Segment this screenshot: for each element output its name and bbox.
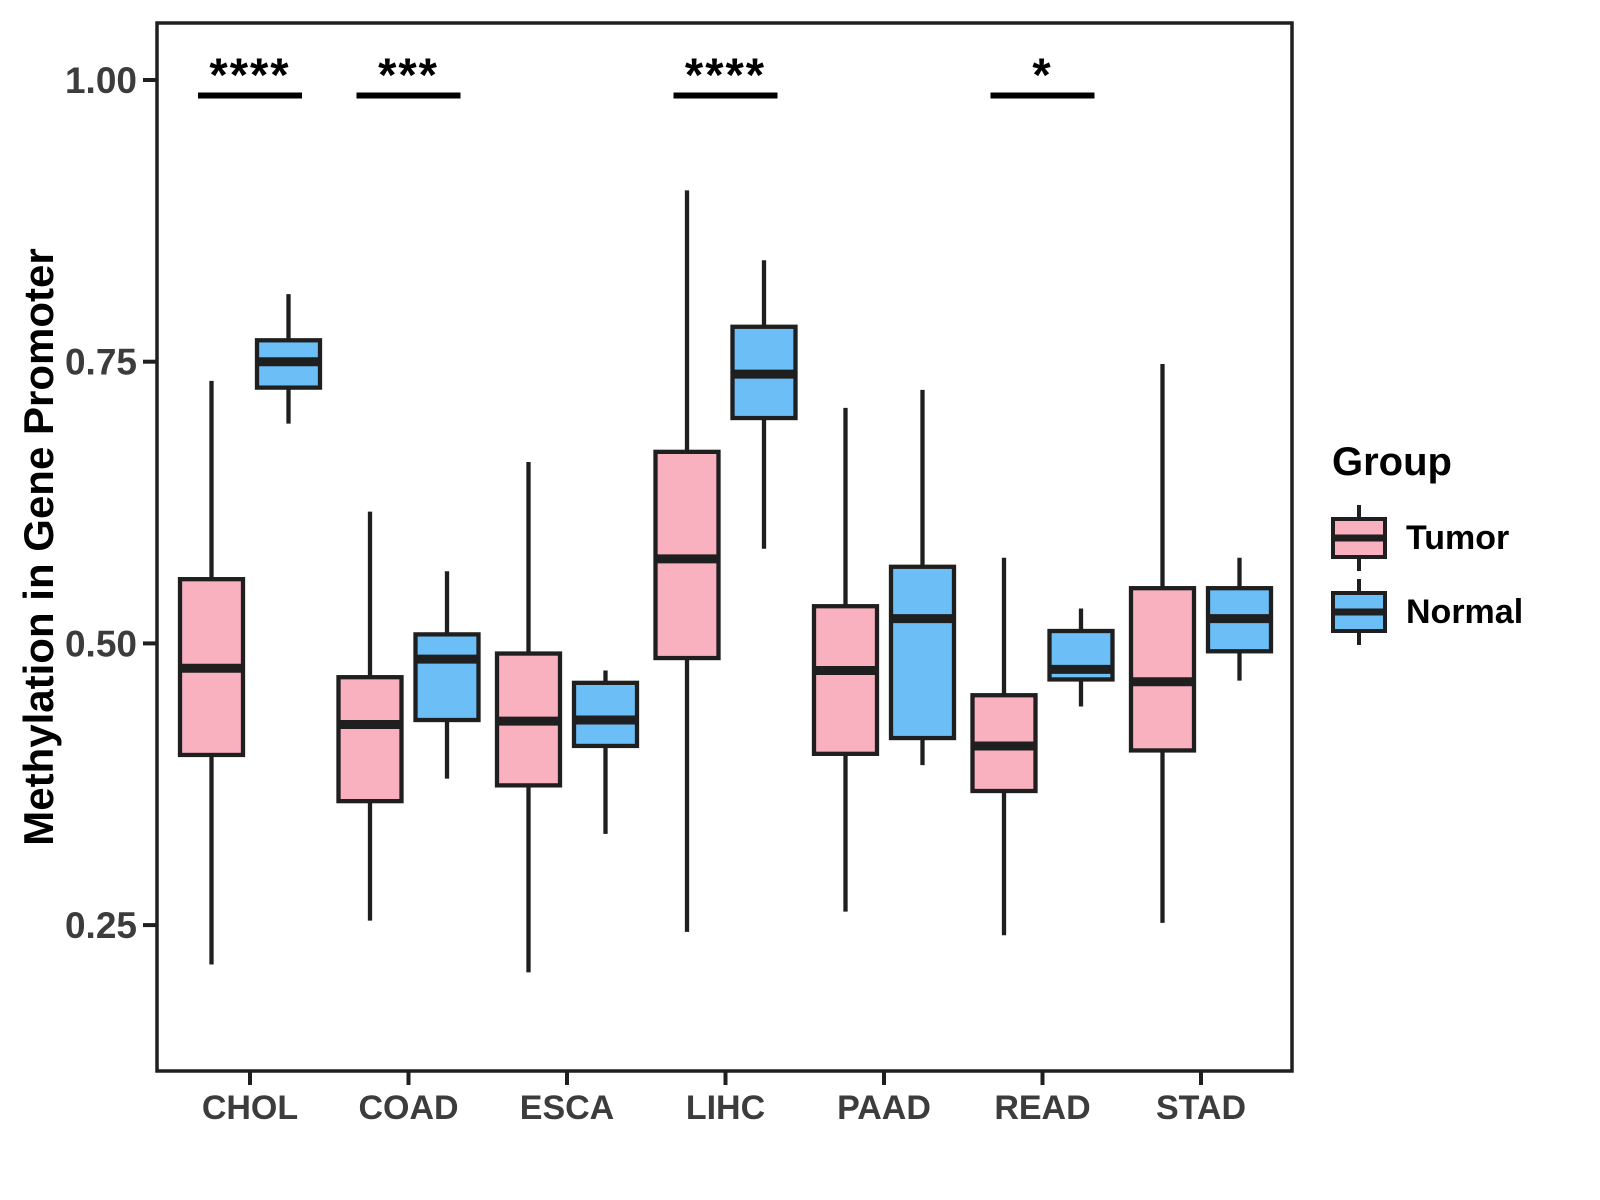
y-tick-label-1.00: 1.00 — [65, 60, 137, 101]
x-tick-label-LIHC: LIHC — [686, 1089, 765, 1127]
sig-label-CHOL: **** — [209, 48, 290, 101]
box-COAD-normal — [413, 632, 481, 723]
box-STAD-tumor — [1128, 586, 1197, 753]
x-tick-label-CHOL: CHOL — [202, 1089, 298, 1127]
y-tick-label-0.75: 0.75 — [65, 342, 137, 383]
panel-border — [155, 21, 1294, 1073]
legend-items: Tumor Normal — [1330, 501, 1590, 649]
legend-key-normal-boxplot-icon — [1331, 579, 1387, 645]
sig-label-LIHC: **** — [685, 48, 766, 101]
legend-label-tumor: Tumor — [1406, 518, 1510, 557]
x-tick-label-STAD: STAD — [1156, 1089, 1246, 1127]
legend-label-normal: Normal — [1406, 592, 1524, 631]
legend-key-tumor-boxplot-icon — [1331, 505, 1387, 571]
x-tick-label-COAD: COAD — [358, 1089, 458, 1127]
y-axis-title: Methylation in Gene Promoter — [15, 248, 62, 846]
y-tick-label-0.50: 0.50 — [65, 623, 137, 664]
box-PAAD-tumor — [811, 604, 880, 756]
sig-label-COAD: *** — [378, 48, 439, 101]
legend-title: Group — [1332, 440, 1452, 484]
box-ESCA-normal — [571, 680, 640, 749]
legend-item-normal: Normal — [1330, 575, 1590, 649]
x-tick-label-READ: READ — [994, 1089, 1090, 1127]
box-COAD-tumor — [336, 675, 404, 804]
legend-item-tumor: Tumor — [1330, 501, 1590, 575]
y-tick-label-0.25: 0.25 — [65, 905, 137, 946]
sig-label-READ: * — [1032, 48, 1052, 101]
box-PAAD-normal — [888, 564, 957, 741]
x-tick-label-ESCA: ESCA — [520, 1089, 614, 1127]
x-tick-label-PAAD: PAAD — [837, 1089, 931, 1127]
legend: Group Tumor Normal — [1330, 440, 1590, 649]
